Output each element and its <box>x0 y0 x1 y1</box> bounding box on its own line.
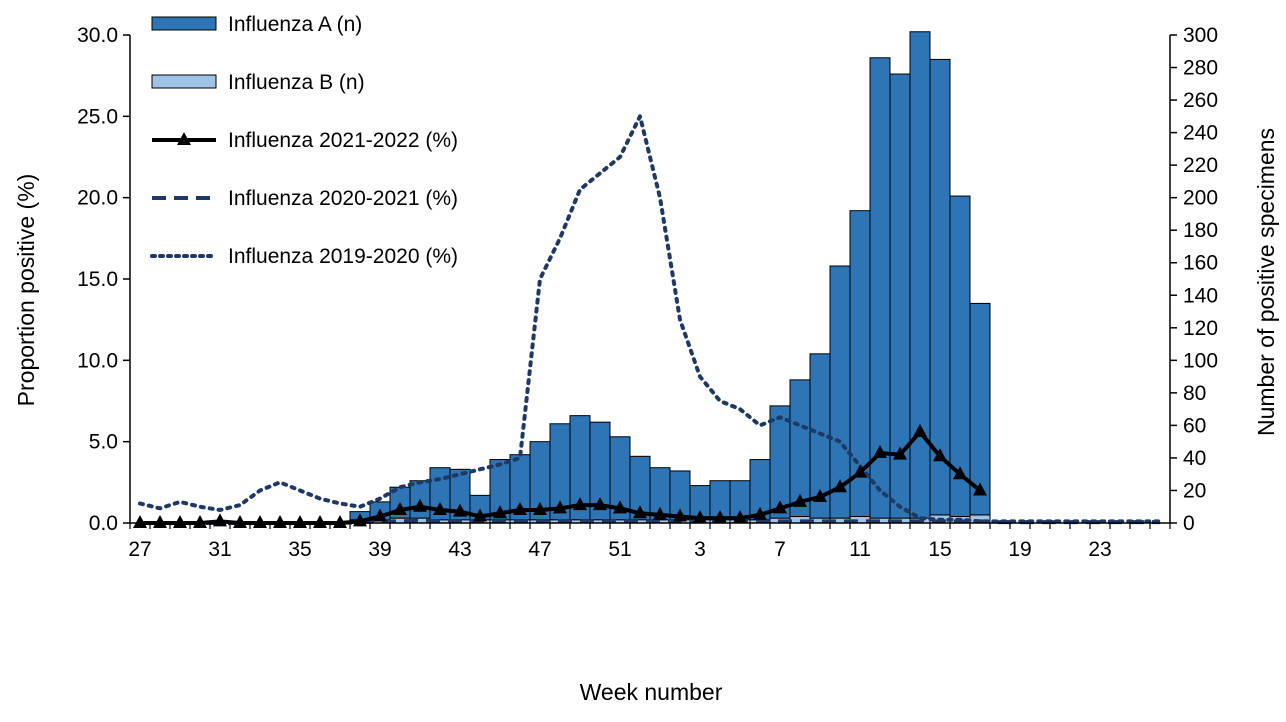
marker-influenza-2021-2022 <box>533 501 547 515</box>
y-right-tick-label: 200 <box>1183 187 1218 210</box>
marker-influenza-2021-2022 <box>633 505 647 519</box>
marker-influenza-2021-2022 <box>393 501 407 515</box>
marker-influenza-2021-2022 <box>513 501 527 515</box>
marker-influenza-2021-2022 <box>653 506 667 520</box>
y-right-tick-label: 240 <box>1183 122 1218 145</box>
marker-influenza-2021-2022 <box>253 515 267 528</box>
y-left-tick-label: 20.0 <box>77 187 118 210</box>
legend-label-2020-2021: Influenza 2020-2021 (%) <box>228 187 458 210</box>
y-right-tick-label: 20 <box>1183 479 1206 502</box>
x-tick-label: 31 <box>208 538 231 561</box>
marker-influenza-2021-2022 <box>193 515 207 528</box>
y-axis-title-right: Number of positive specimens <box>1253 128 1279 436</box>
marker-influenza-2021-2022 <box>873 445 887 459</box>
marker-influenza-2021-2022 <box>413 498 427 512</box>
marker-influenza-2021-2022 <box>473 508 487 522</box>
marker-influenza-2021-2022 <box>233 515 247 528</box>
marker-influenza-2021-2022 <box>733 510 747 524</box>
x-tick-label: 23 <box>1088 538 1111 561</box>
line-influenza-2020-2021 <box>140 518 1160 525</box>
x-tick-label: 35 <box>288 538 311 561</box>
marker-influenza-2021-2022 <box>453 503 467 517</box>
x-tick-label: 51 <box>608 538 631 561</box>
marker-influenza-2021-2022 <box>693 510 707 524</box>
y-left-tick-label: 0.0 <box>89 512 118 535</box>
marker-influenza-2021-2022 <box>753 506 767 520</box>
y-right-tick-label: 60 <box>1183 414 1206 437</box>
marker-influenza-2021-2022 <box>573 497 587 511</box>
marker-influenza-2021-2022 <box>833 479 847 493</box>
x-tick-label: 15 <box>928 538 951 561</box>
marker-influenza-2021-2022 <box>273 515 287 528</box>
marker-influenza-2021-2022 <box>333 515 347 528</box>
legend-marker-2021-2022 <box>177 132 191 145</box>
marker-influenza-2021-2022 <box>133 515 147 528</box>
y-right-tick-label: 120 <box>1183 317 1218 340</box>
marker-influenza-2021-2022 <box>793 493 807 507</box>
legend-label-2019-2020: Influenza 2019-2020 (%) <box>228 245 458 268</box>
marker-influenza-2021-2022 <box>673 508 687 522</box>
y-right-tick-label: 280 <box>1183 57 1218 80</box>
x-tick-label: 43 <box>448 538 471 561</box>
marker-influenza-2021-2022 <box>613 500 627 514</box>
y-right-tick-label: 0 <box>1183 512 1195 535</box>
y-right-tick-label: 220 <box>1183 154 1218 177</box>
marker-influenza-2021-2022 <box>953 466 967 480</box>
marker-influenza-2021-2022 <box>913 423 927 437</box>
marker-influenza-2021-2022 <box>773 500 787 514</box>
marker-influenza-2021-2022 <box>153 515 167 528</box>
marker-influenza-2021-2022 <box>593 497 607 511</box>
legend-label-influenza-b: Influenza B (n) <box>228 71 365 94</box>
legend: Influenza A (n) Influenza B (n) Influenz… <box>150 13 458 268</box>
legend-swatch-influenza-a <box>151 16 217 31</box>
marker-influenza-2021-2022 <box>293 515 307 528</box>
legend-label-influenza-a: Influenza A (n) <box>228 13 362 36</box>
y-left-tick-label: 10.0 <box>77 349 118 372</box>
y-right-tick-label: 180 <box>1183 219 1218 242</box>
x-tick-label: 19 <box>1008 538 1031 561</box>
tick-labels-group: 0.0 5.0 10.0 15.0 20.0 25.0 30.0 0 20 40 60 80 100 12… <box>77 24 1218 561</box>
legend-swatch-influenza-b <box>151 74 217 89</box>
marker-influenza-2021-2022 <box>853 464 867 478</box>
axes-group <box>123 34 1177 529</box>
line-influenza-2019-2020 <box>138 114 1162 524</box>
bar-influenza-a <box>969 302 991 516</box>
marker-influenza-2021-2022 <box>433 501 447 515</box>
x-tick-label: 11 <box>849 538 871 561</box>
marker-influenza-2021-2022 <box>313 515 327 528</box>
marker-influenza-2021-2022 <box>973 482 987 496</box>
y-right-tick-label: 140 <box>1183 284 1218 307</box>
marker-influenza-2021-2022 <box>553 500 567 514</box>
y-right-tick-label: 300 <box>1183 24 1218 47</box>
marker-influenza-2021-2022 <box>933 448 947 462</box>
y-left-tick-label: 15.0 <box>77 268 118 291</box>
y-left-tick-label: 30.0 <box>77 24 118 47</box>
x-tick-label: 3 <box>694 538 706 561</box>
y-right-tick-label: 260 <box>1183 89 1218 112</box>
marker-influenza-2021-2022 <box>493 505 507 519</box>
bar-series-group <box>349 31 991 524</box>
y-right-tick-label: 80 <box>1183 382 1206 405</box>
marker-influenza-2021-2022 <box>893 446 907 460</box>
x-tick-label: 47 <box>528 538 551 561</box>
y-left-tick-label: 5.0 <box>89 431 118 454</box>
legend-label-2021-2022: Influenza 2021-2022 (%) <box>228 129 458 152</box>
y-right-tick-label: 40 <box>1183 447 1206 470</box>
marker-influenza-2021-2022 <box>173 515 187 528</box>
x-tick-label: 39 <box>368 538 391 561</box>
marker-influenza-2021-2022 <box>813 488 827 502</box>
bar-influenza-a <box>909 31 931 519</box>
x-tick-label: 7 <box>774 538 786 561</box>
x-axis-title: Week number <box>580 679 723 705</box>
marker-influenza-2021-2022 <box>373 508 387 522</box>
marker-influenza-2021-2022 <box>713 510 727 524</box>
y-right-tick-label: 160 <box>1183 252 1218 275</box>
y-right-tick-label: 100 <box>1183 349 1218 372</box>
y-left-tick-label: 25.0 <box>77 105 118 128</box>
y-axis-title-left: Proportion positive (%) <box>13 174 39 407</box>
x-tick-label: 27 <box>128 538 151 561</box>
